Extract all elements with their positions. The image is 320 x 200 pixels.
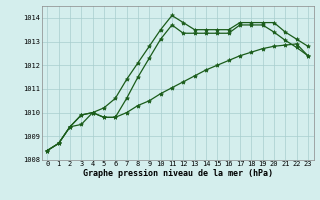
X-axis label: Graphe pression niveau de la mer (hPa): Graphe pression niveau de la mer (hPa) [83, 169, 273, 178]
